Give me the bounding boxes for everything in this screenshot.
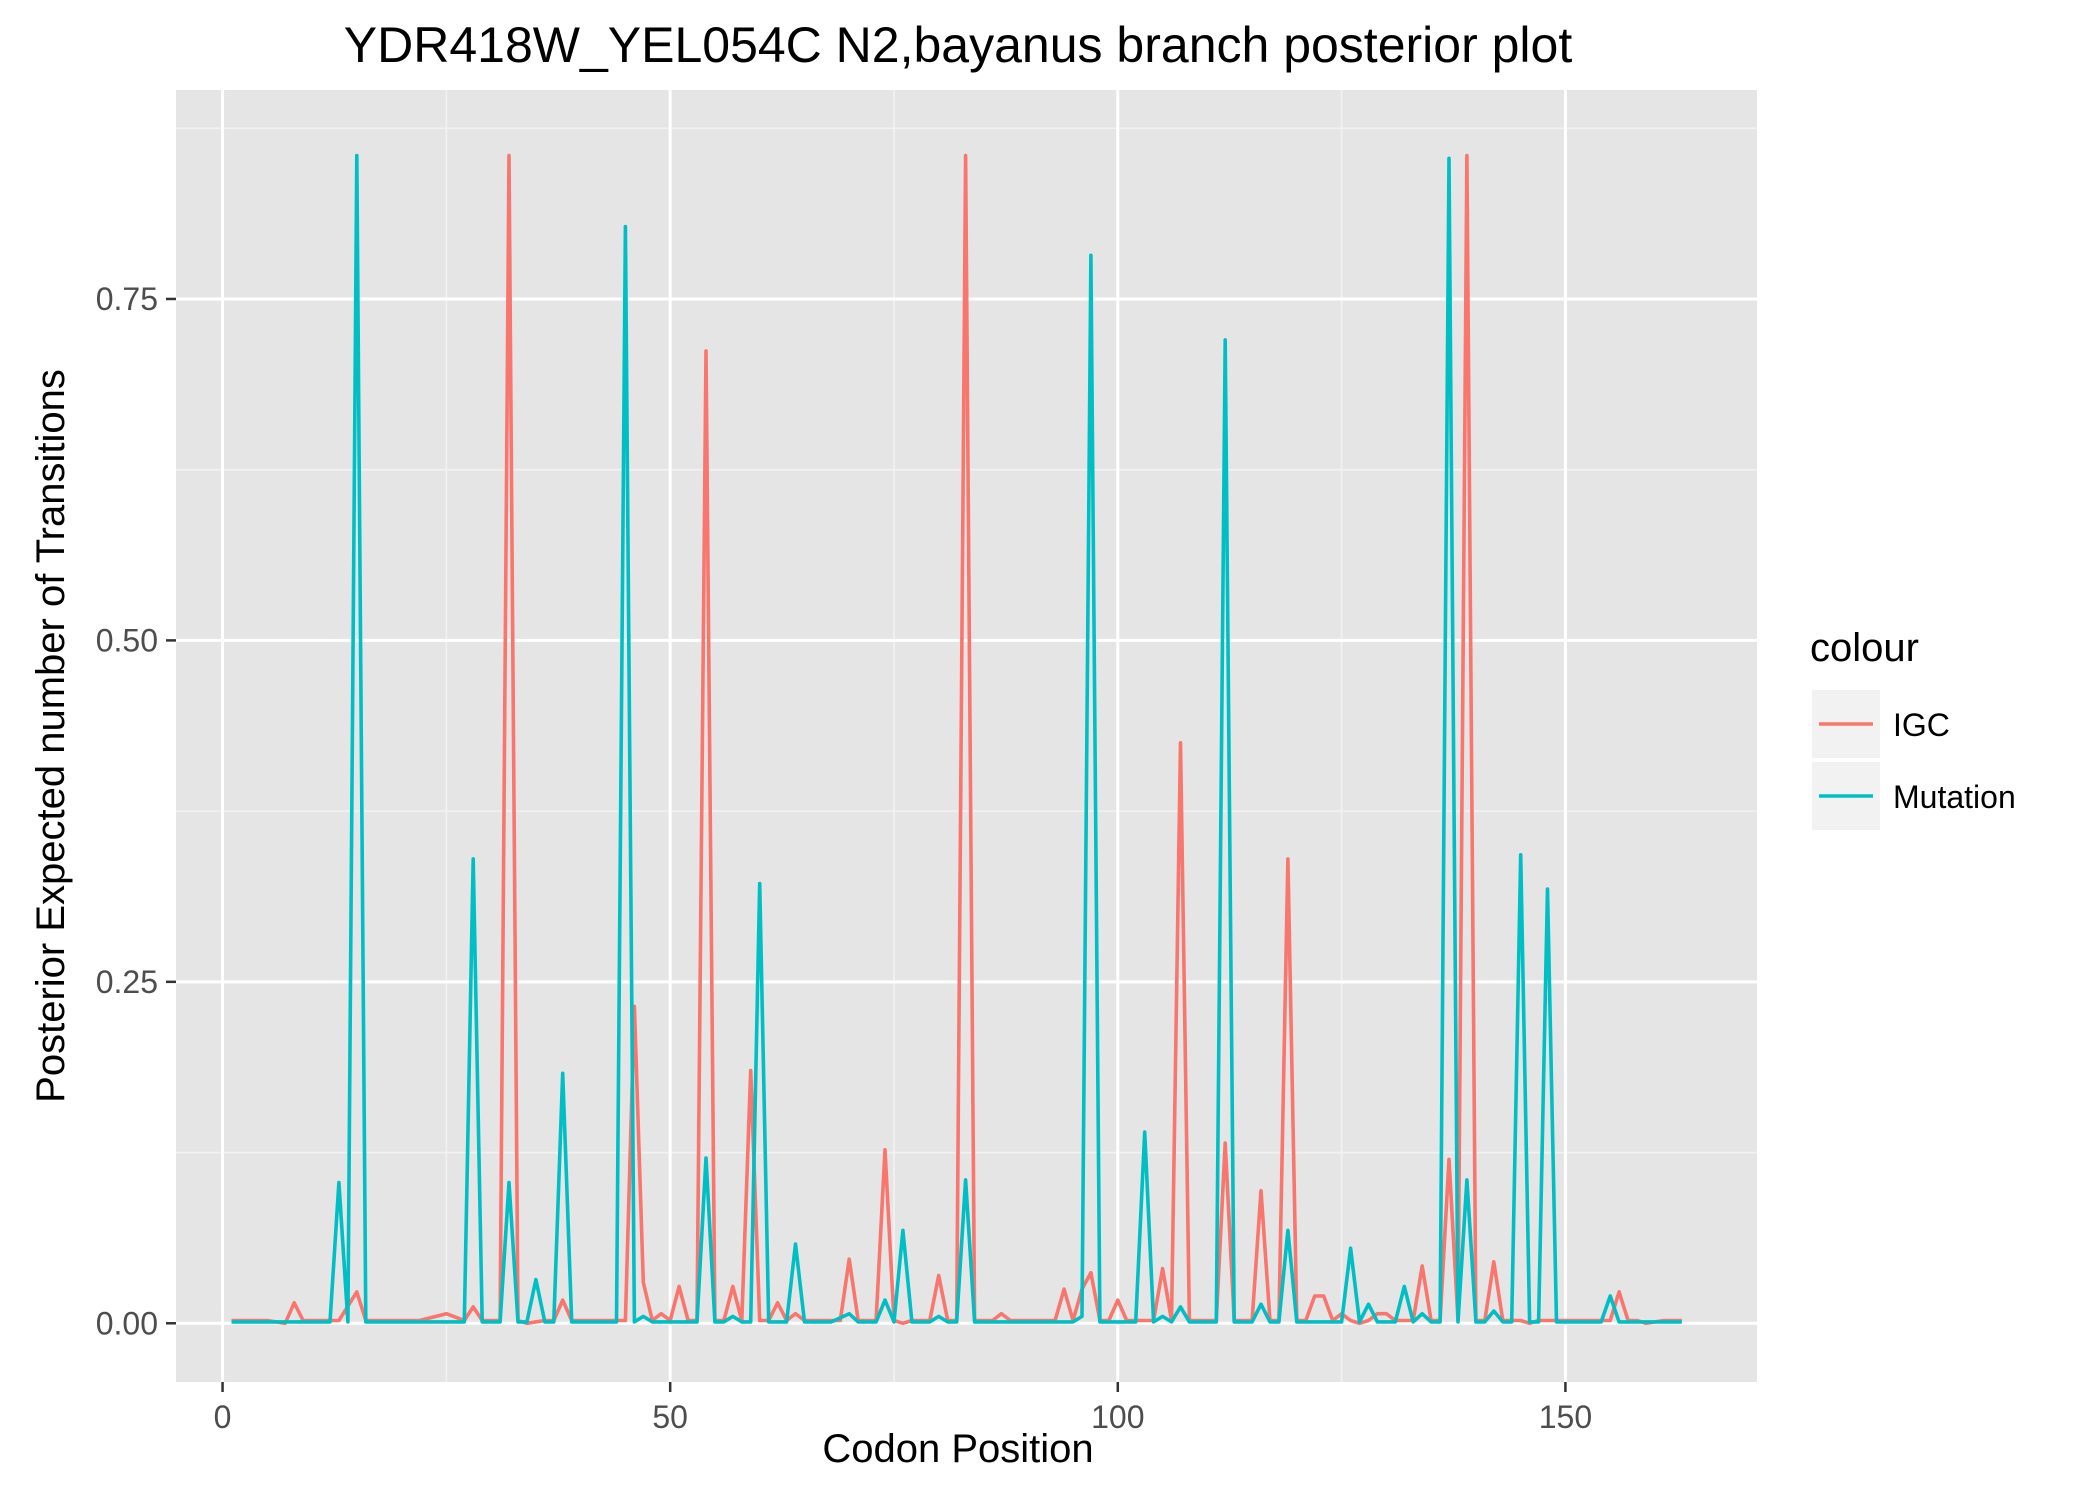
y-tick-label: 0.00 — [96, 1305, 158, 1341]
legend-label-mutation: Mutation — [1893, 779, 2016, 815]
series-line-mutation — [231, 153, 1682, 1324]
legend-title: colour — [1810, 626, 1919, 670]
chart-title: YDR418W_YEL054C N2,bayanus branch poster… — [344, 17, 1573, 73]
y-tick-label: 0.50 — [96, 622, 158, 658]
plot-panel — [176, 90, 1757, 1382]
x-tick-label: 0 — [214, 1399, 232, 1435]
legend: colour IGC Mutation — [1810, 626, 2016, 830]
x-tick-label: 50 — [652, 1399, 688, 1435]
legend-label-igc: IGC — [1893, 707, 1950, 743]
y-tick-label: 0.75 — [96, 281, 158, 317]
y-tick-label: 0.25 — [96, 964, 158, 1000]
x-tick-label: 100 — [1091, 1399, 1144, 1435]
x-tick-label: 150 — [1539, 1399, 1592, 1435]
x-axis-title: Codon Position — [822, 1427, 1093, 1471]
axis-ticks: 0 50 100 150 0.00 0.25 0.50 0.75 — [96, 281, 1592, 1435]
y-axis-title: Posterior Expected number of Transitions — [29, 369, 73, 1103]
